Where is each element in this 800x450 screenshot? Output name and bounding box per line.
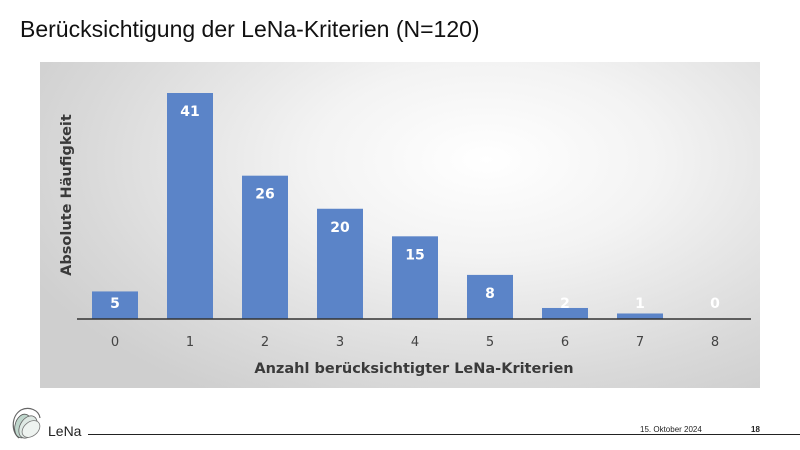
x-tick-label: 3 [336,335,344,350]
x-tick-label: 2 [261,335,269,350]
x-tick-label: 1 [186,335,194,350]
bar-6 [542,307,588,319]
data-label: 1 [635,296,645,312]
x-tick-label: 7 [636,335,644,350]
lena-logo-icon [12,407,41,439]
bar-7 [617,313,663,319]
footer-divider [88,434,800,435]
page-number: 18 [751,425,760,434]
footer-brand: LeNa [48,423,82,439]
bar-chart: 0 1 2 3 4 5 6 7 8 5 41 26 20 15 8 2 1 0 Anzahl berücksic… [59,93,751,377]
x-tick-label: 8 [711,335,719,350]
bar-0 [92,291,138,319]
bar-3 [317,208,363,319]
x-tick-label: 6 [561,335,569,350]
x-axis-title: Anzahl berücksichtigter LeNa-Kriterien [254,361,573,377]
chart-panel: 0 1 2 3 4 5 6 7 8 5 41 26 20 15 8 2 1 0 Anzahl berücksic… [40,62,760,388]
data-label: 20 [330,220,350,236]
data-label: 0 [710,296,720,312]
data-label: 15 [405,247,424,263]
x-tick-label: 5 [486,335,494,350]
footer-date: 15. Oktober 2024 [640,425,702,434]
bar-5 [467,274,513,319]
y-axis-title: Absolute Häufigkeit [59,114,75,276]
data-label: 8 [485,286,495,302]
data-label: 5 [110,296,120,312]
data-label: 2 [560,296,570,312]
data-label: 41 [180,104,199,120]
bar-1 [167,93,213,319]
x-tick-label: 4 [411,335,419,350]
x-tick-label: 0 [111,335,119,350]
bar-4 [392,236,438,319]
data-label: 26 [255,187,274,203]
slide-title: Berücksichtigung der LeNa-Kriterien (N=1… [20,16,480,42]
bar-2 [242,175,288,319]
